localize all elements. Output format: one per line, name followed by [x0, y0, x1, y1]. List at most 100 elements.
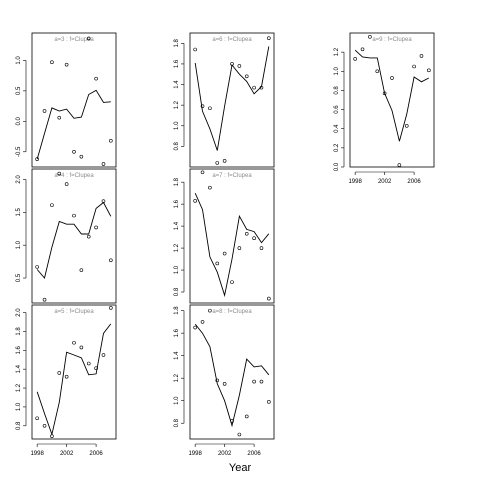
- panel-title: a=3 : f=Clupea: [54, 37, 94, 43]
- observed-point: [244, 414, 249, 419]
- panel-1: a=3 : f=Clupea -0.5 0.0 0.5 1.0: [16, 32, 117, 168]
- observed-point: [79, 345, 84, 350]
- y-tick-label: 1.0: [174, 121, 180, 130]
- observed-point: [368, 35, 372, 39]
- panel-title: a=5 : f=Clupea: [54, 309, 94, 315]
- panel-title: a=4 : f=Clupea: [54, 173, 94, 179]
- panel-frame: [31, 32, 117, 168]
- observed-point: [208, 185, 212, 190]
- y-tick-label: 1.6: [174, 328, 180, 337]
- y-tick-label: 1.4: [16, 364, 22, 373]
- observed-point: [200, 320, 205, 324]
- y-tick-label: 1.8: [174, 38, 180, 47]
- observed-point: [360, 47, 365, 52]
- observed-point: [208, 106, 212, 111]
- panel-frame: [31, 304, 117, 440]
- x-tick-label: 2002: [218, 451, 232, 457]
- observed-point: [42, 109, 47, 113]
- observed-point: [57, 115, 62, 120]
- panel-title: a=7 : f=Clupea: [212, 173, 252, 179]
- observed-point: [427, 68, 431, 73]
- y-tick-label: 1.6: [174, 59, 180, 68]
- observed-point: [35, 416, 39, 421]
- observed-point: [215, 261, 220, 266]
- observed-point: [375, 69, 380, 74]
- observed-point: [94, 225, 98, 230]
- observed-point: [50, 60, 54, 65]
- panel-6: a=5 : f=Clupea 0.8 1.0 1.2 1.4 1.6 1.8 2.0 1998 2…: [16, 304, 117, 457]
- observed-point: [79, 268, 84, 272]
- observed-point: [244, 74, 249, 79]
- observed-point: [222, 159, 227, 163]
- x-tick-label: 2002: [378, 179, 392, 185]
- observed-point: [412, 64, 416, 69]
- observed-point: [57, 371, 62, 375]
- observed-point: [50, 434, 54, 438]
- observed-point: [193, 199, 197, 203]
- observed-point: [64, 62, 69, 67]
- y-tick-label: 0.0: [334, 162, 340, 171]
- observed-point: [267, 296, 271, 301]
- y-tick-label: 1.2: [174, 100, 180, 109]
- observed-point: [267, 36, 271, 40]
- observed-point: [237, 246, 242, 250]
- y-tick-label: 1.2: [174, 373, 180, 382]
- observed-point: [259, 379, 264, 384]
- observed-point: [57, 171, 62, 176]
- observed-point: [404, 124, 409, 128]
- observed-point: [86, 234, 91, 239]
- y-tick-label: 0.8: [334, 86, 340, 95]
- observed-point: [79, 154, 84, 159]
- observed-point: [200, 104, 205, 108]
- observed-point: [72, 149, 76, 154]
- panel-3: a=9 : f=Clupea 0.0 0.2 0.4 0.6 0.8 1.0 1.2 1998 2…: [334, 32, 435, 185]
- observed-point: [390, 76, 394, 80]
- panel-7: a=8 : f=Clupea 0.8 1.0 1.2 1.4 1.6 1.8 1998 2002…: [174, 304, 275, 457]
- observed-point: [397, 163, 402, 167]
- y-tick-label: 0.5: [16, 273, 22, 282]
- observed-point: [109, 258, 113, 263]
- observed-point: [101, 162, 106, 166]
- y-tick-label: 0.4: [334, 124, 340, 133]
- observed-point: [200, 170, 205, 175]
- observed-point: [109, 306, 113, 310]
- observed-point: [72, 213, 76, 218]
- y-tick-label: 1.4: [174, 80, 180, 89]
- y-tick-label: 1.5: [16, 208, 22, 217]
- fitted-line: [194, 46, 270, 151]
- panels-group: a=3 : f=Clupea-0.50.00.51.0a=6 : f=Clupe…: [16, 32, 435, 457]
- observed-point: [94, 366, 98, 371]
- x-tick-label: 2006: [247, 451, 261, 457]
- observed-point: [382, 91, 387, 96]
- fitted-line: [194, 193, 270, 298]
- observed-point: [101, 199, 106, 203]
- observed-point: [35, 157, 39, 161]
- y-tick-label: 0.8: [174, 418, 180, 427]
- observed-point: [193, 325, 197, 330]
- observed-point: [72, 340, 76, 345]
- y-tick-label: 1.0: [174, 396, 180, 405]
- panel-title: a=8 : f=Clupea: [212, 309, 252, 315]
- observed-point: [419, 54, 424, 58]
- y-tick-label: 0.2: [334, 143, 340, 152]
- observed-point: [215, 378, 220, 383]
- panel-frame: [31, 168, 117, 304]
- observed-point: [252, 236, 256, 240]
- x-axis-title: Year: [229, 462, 252, 474]
- y-tick-label: 2.0: [16, 175, 22, 184]
- observed-point: [193, 47, 197, 52]
- panel-frame: [189, 304, 275, 440]
- fitted-line: [36, 323, 112, 436]
- y-tick-label: 1.0: [334, 66, 340, 75]
- x-tick-label: 1998: [30, 451, 44, 457]
- observed-point: [237, 64, 242, 68]
- observed-point: [109, 139, 113, 143]
- y-tick-label: 1.6: [16, 345, 22, 354]
- observed-point: [101, 353, 106, 357]
- observed-point: [50, 203, 54, 207]
- observed-point: [215, 161, 220, 165]
- y-tick-label: -0.5: [16, 146, 22, 157]
- observed-point: [237, 432, 242, 437]
- panel-title: a=9 : f=Clupea: [372, 37, 412, 43]
